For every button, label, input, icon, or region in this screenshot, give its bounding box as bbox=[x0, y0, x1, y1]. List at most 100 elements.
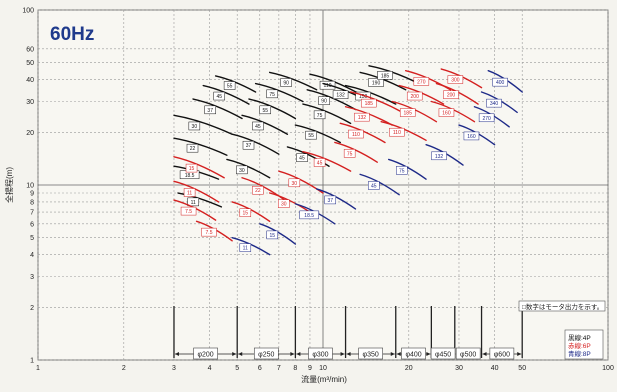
motor-output-box bbox=[318, 96, 330, 105]
motor-output-box bbox=[396, 166, 408, 175]
pump-curve-4p bbox=[241, 114, 289, 135]
motor-output-box bbox=[186, 143, 199, 153]
y-tick-label: 1 bbox=[30, 358, 34, 365]
x-tick-label: 8 bbox=[293, 365, 297, 372]
motor-output-box bbox=[242, 140, 255, 150]
motor-output-label: 270 bbox=[417, 79, 426, 85]
motor-output-box bbox=[389, 127, 405, 137]
motor-output-label: 75 bbox=[399, 168, 405, 174]
motor-output-box bbox=[399, 108, 416, 117]
motor-output-label: 45 bbox=[255, 124, 261, 130]
motor-output-label: 300 bbox=[451, 78, 460, 84]
motor-output-box bbox=[354, 112, 370, 122]
motor-output-label: 75 bbox=[317, 113, 323, 119]
motor-output-box bbox=[266, 89, 278, 99]
pump-curve-4p bbox=[254, 82, 304, 103]
motor-output-label: 30 bbox=[281, 202, 287, 208]
motor-output-box bbox=[213, 91, 226, 101]
motor-output-label: 30 bbox=[192, 124, 198, 130]
range-arrowhead bbox=[296, 352, 301, 356]
x-tick-label: 10 bbox=[319, 365, 327, 372]
range-label-box bbox=[455, 347, 481, 360]
motor-output-box bbox=[486, 98, 502, 108]
motor-output-label: 110 bbox=[393, 130, 401, 136]
motor-output-label: 45 bbox=[299, 156, 305, 162]
motor-output-label: 45 bbox=[317, 160, 323, 166]
motor-output-box bbox=[492, 77, 508, 87]
motor-output-label: 18.5 bbox=[185, 173, 195, 179]
motor-output-box bbox=[259, 105, 271, 115]
x-axis-label: 流量(m³/min) bbox=[301, 374, 347, 384]
motor-output-box bbox=[348, 129, 364, 139]
x-tick-label: 50 bbox=[518, 365, 526, 372]
motor-output-label: 18.5 bbox=[304, 213, 314, 219]
motor-output-box bbox=[431, 151, 447, 161]
motor-output-label: 37 bbox=[207, 108, 213, 114]
x-tick-label: 20 bbox=[405, 365, 413, 372]
chart-title: 60Hz bbox=[50, 24, 94, 45]
motor-output-box bbox=[406, 91, 423, 101]
motor-output-label: 200 bbox=[447, 93, 456, 99]
range-label-box bbox=[193, 347, 218, 360]
pump-curve-4p bbox=[306, 89, 357, 111]
y-tick-label: 5 bbox=[30, 235, 34, 242]
motor-output-box bbox=[377, 71, 393, 80]
motor-output-box bbox=[296, 153, 308, 162]
pump-curves: 18.5 22 30 37 45 55 11 30 37 45 55 75 90 45 55 75 90 110 1… bbox=[173, 65, 523, 256]
pump-curve-4p bbox=[192, 98, 243, 120]
motor-output-label: 185 bbox=[365, 101, 374, 107]
range-label-box bbox=[489, 347, 515, 360]
note-text: □数字はモータ出力を示す。 bbox=[522, 302, 603, 311]
motor-output-box bbox=[278, 199, 290, 208]
motor-output-label: 90 bbox=[283, 80, 289, 86]
motor-output-label: 90 bbox=[321, 99, 327, 105]
motor-output-box bbox=[332, 90, 349, 99]
motor-output-label: 37 bbox=[327, 198, 333, 204]
motor-output-box bbox=[313, 158, 326, 167]
pump-curve-6p bbox=[302, 150, 352, 172]
range-arrowhead bbox=[340, 352, 345, 356]
motor-output-box bbox=[183, 188, 196, 197]
motor-output-label: 45 bbox=[216, 94, 222, 100]
motor-output-box bbox=[413, 77, 430, 86]
motor-output-label: 160 bbox=[442, 111, 451, 117]
motor-output-box bbox=[305, 130, 317, 140]
motor-output-label: 132 bbox=[358, 115, 367, 121]
motor-output-label: 400 bbox=[496, 80, 505, 86]
x-tick-label: 40 bbox=[491, 365, 499, 372]
motor-output-box bbox=[299, 210, 319, 220]
motor-output-box bbox=[201, 227, 217, 237]
motor-output-box bbox=[188, 121, 201, 131]
pump-curve-4p bbox=[231, 133, 280, 155]
y-tick-label: 3 bbox=[30, 274, 34, 281]
motor-output-label: 185 bbox=[404, 111, 413, 117]
range-arrowhead bbox=[390, 352, 395, 356]
diameter-ranges: φ200 φ250 φ300 φ350 φ400 φ450 φ500 φ600 bbox=[173, 306, 523, 360]
pump-curve-6p bbox=[241, 177, 289, 203]
motor-output-box bbox=[252, 121, 264, 131]
motor-output-label: 7.5 bbox=[185, 209, 192, 215]
motor-output-box bbox=[478, 113, 495, 123]
range-label-box bbox=[253, 347, 279, 360]
y-tick-label: 30 bbox=[26, 99, 34, 106]
range-label: φ400 bbox=[405, 352, 421, 359]
motor-output-label: 190 bbox=[372, 80, 381, 86]
motor-output-box bbox=[187, 197, 199, 207]
x-tick-label: 30 bbox=[455, 365, 463, 372]
legend-item-4p: 黒線:4P bbox=[568, 333, 591, 342]
y-tick-label: 100 bbox=[22, 8, 34, 15]
range-label: φ600 bbox=[494, 352, 510, 359]
motor-output-box bbox=[239, 243, 252, 252]
motor-output-box bbox=[180, 206, 197, 216]
motor-output-label: 7.5 bbox=[206, 230, 213, 236]
motor-output-box bbox=[313, 110, 326, 120]
motor-output-box bbox=[185, 163, 198, 173]
motor-output-label: 15 bbox=[189, 166, 195, 172]
legend: 黒線:4P 赤線:6P 青線:8P bbox=[564, 329, 604, 360]
motor-output-box bbox=[252, 185, 264, 195]
x-tick-label: 100 bbox=[602, 365, 614, 372]
x-tick-label: 5 bbox=[235, 365, 239, 372]
y-tick-label: 20 bbox=[26, 130, 34, 137]
motor-output-box bbox=[223, 81, 236, 90]
x-tick-label: 1 bbox=[36, 365, 40, 372]
